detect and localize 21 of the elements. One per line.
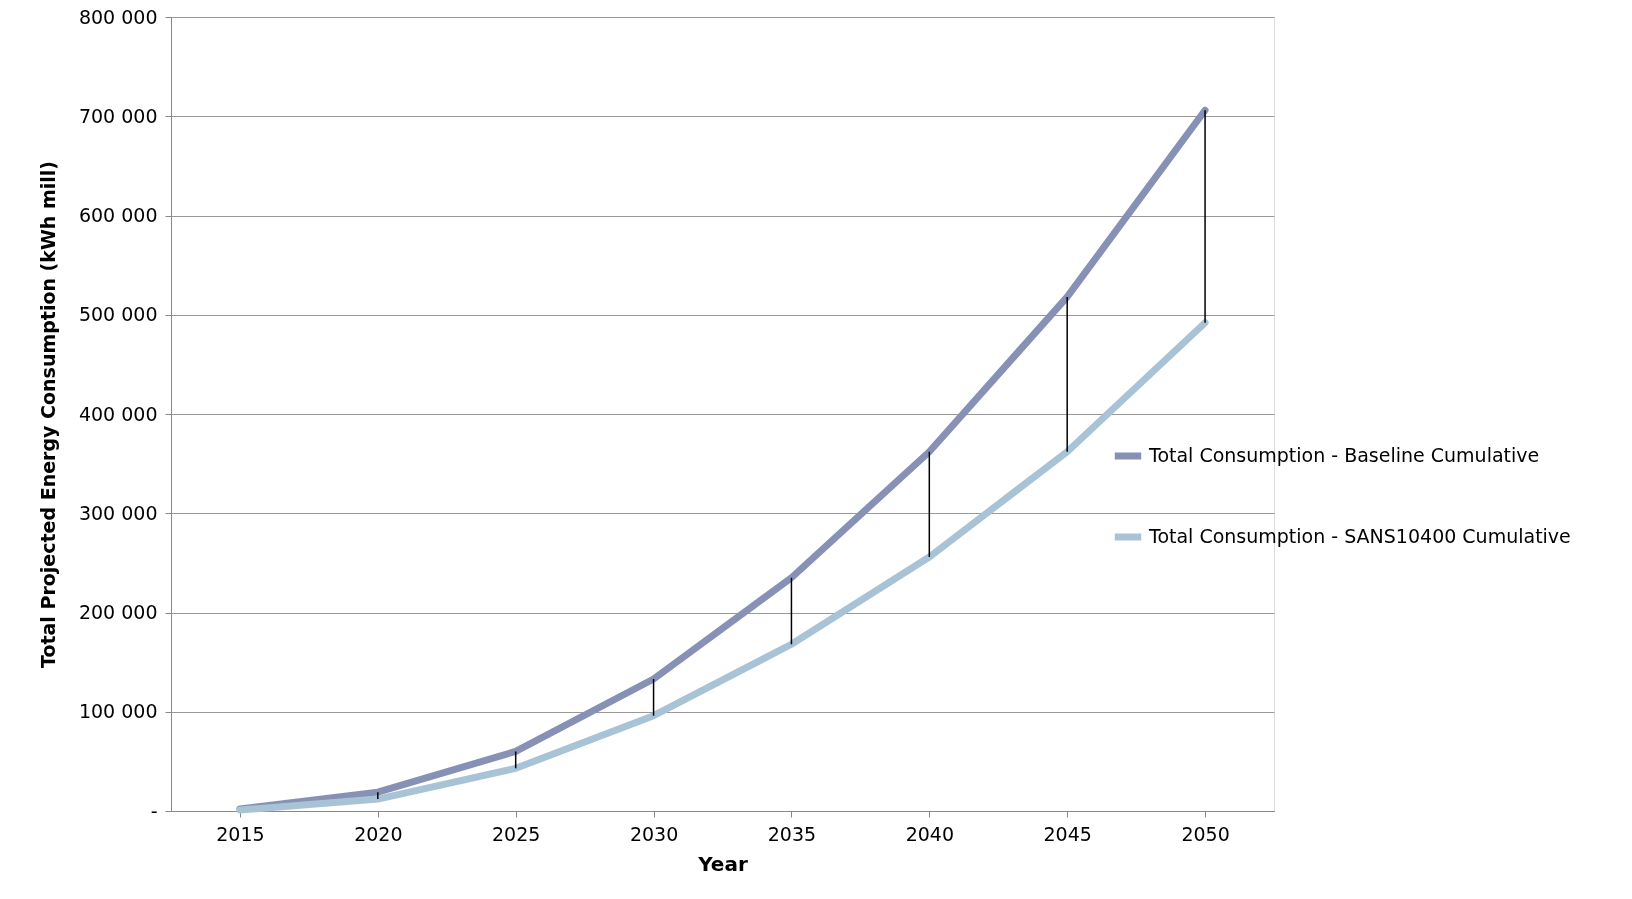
y-tick-label: 300 000 xyxy=(78,501,158,524)
y-tick-label: 400 000 xyxy=(78,402,158,425)
x-tick-label: 2050 xyxy=(1181,822,1230,845)
x-tick-label: 2040 xyxy=(905,822,954,845)
x-tick-label: 2035 xyxy=(767,822,817,845)
y-tick-label: 700 000 xyxy=(78,104,158,127)
y-tick-label: 500 000 xyxy=(78,303,158,326)
y-tick-label: 600 000 xyxy=(78,204,158,226)
x-tick-label: 2015 xyxy=(216,822,265,845)
y-tick-label: 100 000 xyxy=(78,700,158,723)
x-tick-label: 2020 xyxy=(354,822,403,845)
legend-label: Total Consumption - SANS10400 Cumulative xyxy=(1148,525,1571,547)
legend-label: Total Consumption - Baseline Cumulative xyxy=(1148,444,1540,466)
y-tick-label: - xyxy=(150,799,158,822)
x-tick-label: 2025 xyxy=(492,822,541,845)
x-axis-title: Year xyxy=(697,851,748,876)
x-tick-label: 2030 xyxy=(629,822,679,845)
y-tick-label: 800 000 xyxy=(78,5,158,28)
y-tick-label: 200 000 xyxy=(78,601,158,623)
y-axis-title: Total Projected Energy Consumption (kWh mill) xyxy=(36,160,59,669)
x-tick-label: 2045 xyxy=(1043,822,1092,845)
